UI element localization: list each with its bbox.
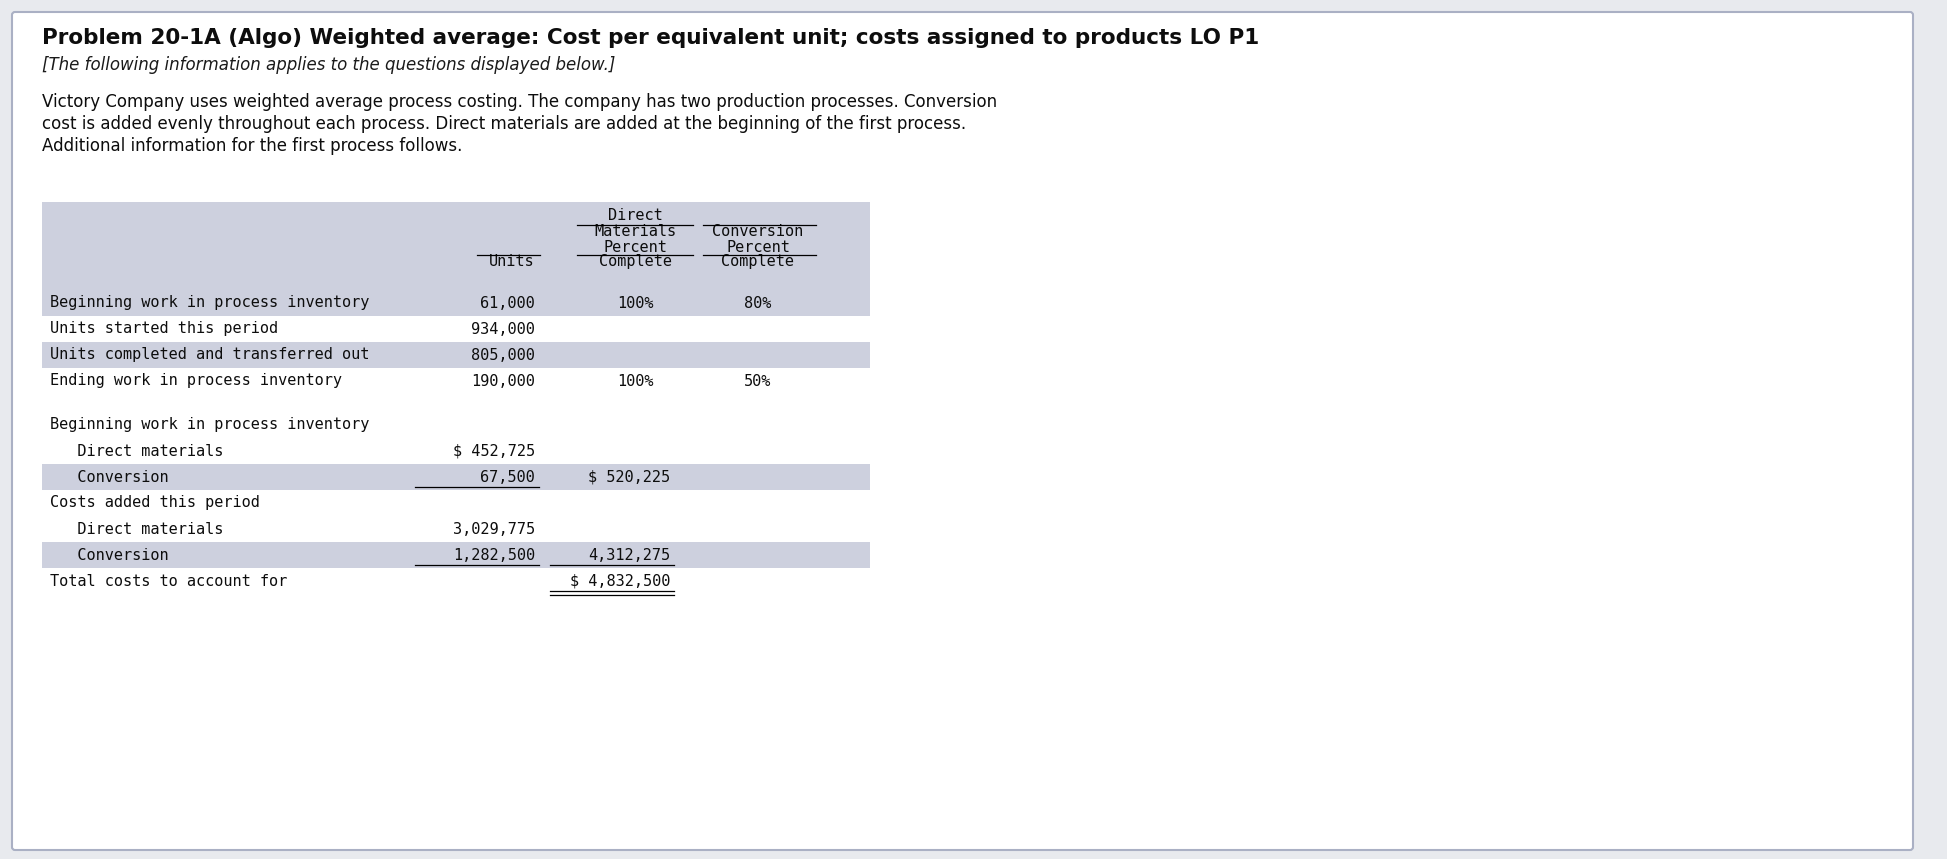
Text: Beginning work in process inventory: Beginning work in process inventory: [51, 295, 370, 310]
Text: Units: Units: [489, 254, 535, 269]
Text: Direct materials: Direct materials: [51, 443, 224, 459]
Text: Additional information for the first process follows.: Additional information for the first pro…: [43, 137, 461, 155]
Bar: [43, 368, 870, 394]
Text: Conversion: Conversion: [51, 470, 169, 484]
Text: cost is added evenly throughout each process. Direct materials are added at the : cost is added evenly throughout each pro…: [43, 115, 966, 133]
Bar: [43, 490, 870, 516]
Text: 61,000: 61,000: [481, 295, 535, 310]
Text: Percent: Percent: [604, 240, 668, 255]
Text: Problem 20-1A (Algo) Weighted average: Cost per equivalent unit; costs assigned : Problem 20-1A (Algo) Weighted average: C…: [43, 28, 1260, 48]
Text: 67,500: 67,500: [481, 470, 535, 484]
Bar: [43, 412, 870, 438]
Text: Conversion: Conversion: [713, 224, 804, 239]
Text: 100%: 100%: [617, 295, 654, 310]
Bar: [43, 464, 870, 490]
Text: 934,000: 934,000: [471, 321, 535, 337]
Text: Ending work in process inventory: Ending work in process inventory: [51, 374, 343, 388]
Text: Complete: Complete: [722, 254, 794, 269]
Bar: [43, 568, 870, 594]
Text: 1,282,500: 1,282,500: [454, 547, 535, 563]
Bar: [43, 316, 870, 342]
FancyBboxPatch shape: [12, 12, 1914, 850]
Text: 3,029,775: 3,029,775: [454, 521, 535, 537]
Text: $ 4,832,500: $ 4,832,500: [570, 574, 670, 588]
Text: Direct: Direct: [607, 208, 662, 223]
Text: 50%: 50%: [744, 374, 771, 388]
Text: Conversion: Conversion: [51, 547, 169, 563]
Text: [The following information applies to the questions displayed below.]: [The following information applies to th…: [43, 56, 615, 74]
Text: Percent: Percent: [726, 240, 790, 255]
Text: Victory Company uses weighted average process costing. The company has two produ: Victory Company uses weighted average pr…: [43, 93, 997, 111]
Text: 100%: 100%: [617, 374, 654, 388]
Text: Direct materials: Direct materials: [51, 521, 224, 537]
Text: 190,000: 190,000: [471, 374, 535, 388]
Bar: [43, 516, 870, 542]
Bar: [43, 290, 870, 316]
Text: 80%: 80%: [744, 295, 771, 310]
Text: Complete: Complete: [598, 254, 672, 269]
Text: $ 520,225: $ 520,225: [588, 470, 670, 484]
Text: $ 452,725: $ 452,725: [454, 443, 535, 459]
Bar: [43, 438, 870, 464]
Text: 4,312,275: 4,312,275: [588, 547, 670, 563]
Bar: [43, 342, 870, 368]
Bar: [43, 542, 870, 568]
Text: Units completed and transferred out: Units completed and transferred out: [51, 348, 370, 362]
Text: 805,000: 805,000: [471, 348, 535, 362]
Text: Total costs to account for: Total costs to account for: [51, 574, 288, 588]
Text: Costs added this period: Costs added this period: [51, 496, 259, 510]
Text: Materials: Materials: [594, 224, 676, 239]
Text: Units started this period: Units started this period: [51, 321, 278, 337]
Bar: [43, 202, 870, 290]
Text: Beginning work in process inventory: Beginning work in process inventory: [51, 417, 370, 432]
